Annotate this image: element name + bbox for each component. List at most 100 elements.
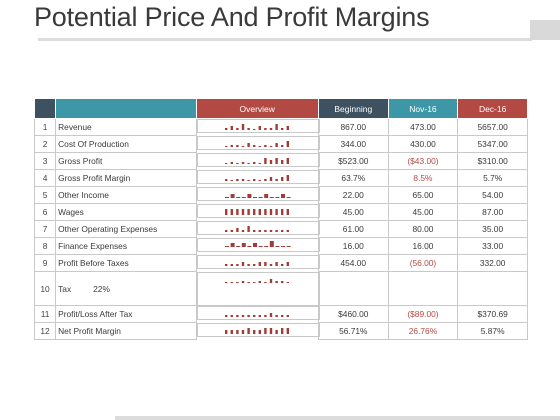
table-row: 12 Net Profit Margin 56.71% 26.76% 5.87% [33,322,528,340]
nov-16-value: 65.00 [387,186,459,204]
overview-sparkline [196,203,320,218]
sparkline-bar [286,245,291,247]
beginning-value: 344.00 [317,135,389,153]
row-index: 7 [33,220,57,238]
row-index: 2 [33,135,57,153]
dec-16-value: 35.00 [457,220,528,238]
sparkline-bar [236,178,239,181]
sparkline-bar [253,314,256,317]
dec-16-value: 5.7% [457,169,528,187]
sparkline-bar [236,128,239,130]
sparkline-bar [253,129,256,130]
row-label: Revenue [55,118,197,136]
sparkline-bar [275,157,279,164]
row-index: 10 [33,271,57,306]
dec-16-value: 54.00 [457,186,528,204]
sparkline-bar [236,314,239,317]
sparkline-bar [242,145,245,147]
sparkline-bar [247,142,251,147]
row-index: 1 [33,118,57,136]
overview-sparkline [196,135,320,150]
overview-sparkline [196,305,320,320]
sparkline-bar [270,145,273,147]
beginning-value: 61.00 [317,220,389,238]
sparkline-bar [264,261,267,266]
row-index: 8 [33,237,57,255]
row-index: 5 [33,186,57,204]
nov-16-value: ($89.00) [387,305,459,323]
sparkline-bar [286,327,290,334]
dec-16-value: $310.00 [457,152,528,170]
sparkline-bar [286,126,290,130]
nov-16-value: 80.00 [387,220,459,238]
sparkline-bar [281,176,284,181]
sparkline-bar [230,229,234,232]
row-label: Other Income [55,186,197,204]
overview-sparkline [196,186,320,201]
header-beginning: Beginning [317,98,389,119]
beginning-value: 56.71% [317,322,389,340]
sparkline-bar [236,281,239,283]
sparkline-bar [247,314,251,317]
sparkline-bar [264,157,267,164]
row-label: Gross Profit Margin [55,169,197,187]
sparkline-bar [264,178,267,181]
sparkline-bar [286,281,290,283]
sparkline-bar [258,196,263,198]
sparkline-bar [264,144,267,147]
header-dec-16: Dec-16 [457,98,528,119]
sparkline-bar [236,144,239,147]
dec-16-value: 5657.00 [457,118,528,136]
sparkline-bar [236,263,239,266]
sparkline-bar [270,176,273,181]
header-index [33,98,57,119]
sparkline-bar [275,314,279,317]
sparkline-bar [281,128,284,130]
sparkline-bar [242,196,247,198]
sparkline-bar [230,126,234,130]
sparkline-icon [225,208,290,215]
row-index: 12 [33,322,57,340]
sparkline-icon [225,140,290,147]
sparkline-bar [270,196,275,198]
overview-sparkline [196,254,320,269]
sparkline-bar [258,261,262,266]
sparkline-bar [253,161,256,164]
sparkline-bar [236,329,239,334]
table-row: 5 Other Income 22.00 65.00 54.00 [33,186,528,204]
table-row: 7 Other Operating Expenses 61.00 80.00 35.00 [33,220,528,238]
row-index: 6 [33,203,57,221]
sparkline-icon [225,261,290,266]
nov-16-value: ($43.00) [387,152,459,170]
sparkline-bar [275,261,279,266]
sparkline-bar [275,178,279,181]
title-divider [38,38,532,41]
sparkline-bar [258,145,262,147]
beginning-value: 454.00 [317,254,389,272]
sparkline-bar [258,208,262,215]
sparkline-bar [230,329,234,334]
table-row: 10 Tax 22% [33,271,528,306]
sparkline-bar [230,161,234,164]
sparkline-bar [270,312,273,317]
table-row: 1 Revenue 867.00 473.00 5657.00 [33,118,528,136]
sparkline-bar [275,208,279,215]
sparkline-bar [275,142,279,147]
sparkline-icon [225,157,290,164]
sparkline-bar [281,263,284,266]
sparkline-bar [225,178,228,181]
table-row: 9 Profit Before Taxes 454.00 (56.00) 332.00 [33,254,528,272]
sparkline-bar [286,314,290,317]
sparkline-bar [236,208,239,215]
dec-16-value: 5347.00 [457,135,528,153]
row-label: Cost Of Production [55,135,197,153]
sparkline-bar [225,196,230,198]
sparkline-bar [258,162,262,164]
row-label-text: Tax [58,283,72,294]
beginning-value: $523.00 [317,152,389,170]
sparkline-bar [242,261,245,266]
sparkline-bar [247,193,252,198]
sparkline-bar [253,281,256,283]
nov-16-value: 473.00 [387,118,459,136]
table-row: 3 Gross Profit $523.00 ($43.00) $310.00 [33,152,528,170]
